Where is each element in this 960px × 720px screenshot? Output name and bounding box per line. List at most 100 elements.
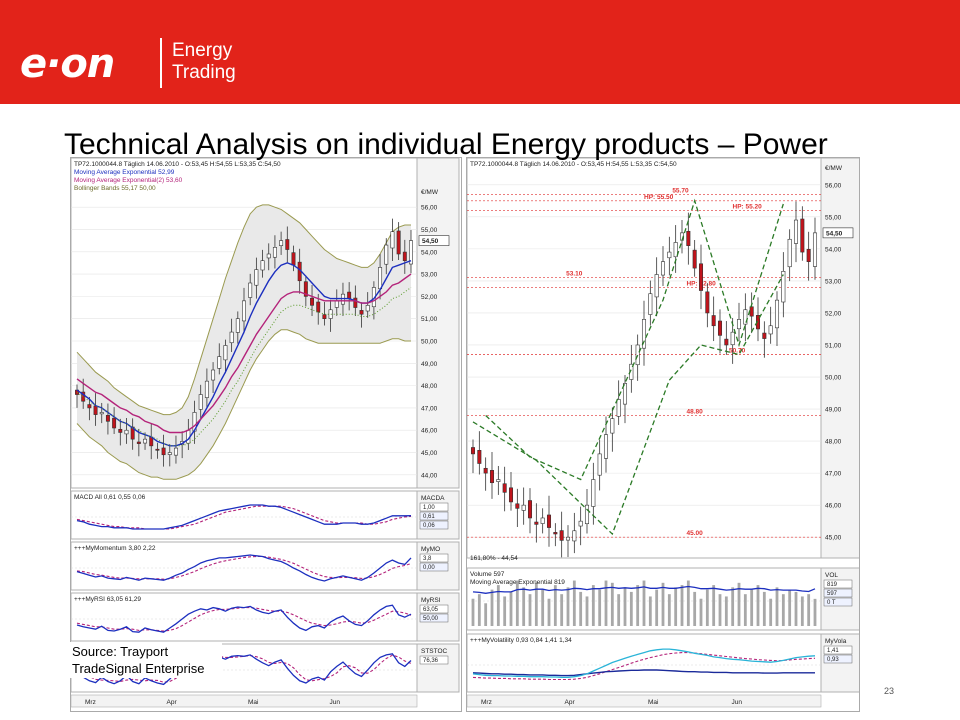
right-sub-1-volume-bar — [769, 598, 773, 626]
right-sub-1-volume-bar — [541, 589, 545, 626]
brand-header: e·on Energy Trading — [0, 0, 960, 104]
right-main-candle-body — [793, 219, 799, 244]
left-main-tick-label: 50,00 — [421, 339, 438, 346]
left-main-candle-body — [223, 345, 228, 361]
right-main-tick-label: 45,00 — [825, 535, 842, 542]
left-main-bollinger-fill — [77, 204, 411, 480]
right-sub-2-value-label: 0,93 — [827, 657, 839, 663]
left-main-candle-body — [279, 240, 284, 246]
left-main-candle-body — [161, 447, 166, 456]
left-main-candle-body — [81, 391, 86, 402]
left-main-candle-body — [353, 297, 358, 308]
source-line-2: TradeSignal Enterprise — [72, 661, 205, 676]
right-main-candle-body — [654, 274, 659, 298]
left-main-candle-body — [93, 405, 98, 415]
right-main-tick-label: 51,00 — [825, 342, 842, 349]
right-main-candle-body — [597, 453, 602, 476]
left-sub-1-value-box — [419, 520, 449, 530]
right-x-label: Apr — [565, 699, 576, 706]
left-main-candle-body — [409, 240, 413, 265]
right-x-label: Jun — [732, 699, 743, 706]
right-sub-1-volume-bar — [591, 585, 595, 626]
right-main-candle-body — [622, 383, 628, 405]
left-main-candle-body — [155, 448, 160, 451]
left-sub-2-main-line — [76, 554, 412, 582]
left-main-candle-body — [291, 252, 296, 266]
right-sub-1-volume-bar — [585, 596, 589, 626]
left-main-candle-body — [173, 447, 178, 456]
left-sub-3-value-box — [419, 604, 449, 614]
right-sub-1-value-label: 597 — [827, 591, 838, 597]
left-main-candle-body — [378, 267, 383, 290]
right-main-tick-label: 53,00 — [825, 278, 842, 285]
eon-logo: e·on — [20, 41, 115, 87]
left-main-candle-body — [384, 244, 389, 265]
right-sub-1-volume-bar — [775, 587, 779, 626]
right-main-candle-body — [711, 315, 716, 327]
right-x-label: Mai — [648, 699, 658, 706]
right-sub-1-volume-bar — [680, 585, 684, 626]
left-main-tick-label: 47,00 — [421, 405, 438, 412]
right-main-candle-body — [781, 271, 786, 303]
logo-divider — [160, 38, 162, 88]
left-sub-3-value-box — [419, 613, 449, 623]
right-main-candle-body — [730, 331, 735, 346]
left-main-candle-body — [396, 230, 401, 255]
left-main-candle-body — [322, 314, 327, 319]
left-main-candle-body — [235, 318, 240, 333]
left-main-candle-body — [248, 282, 253, 298]
left-main-bollinger-upper — [76, 204, 411, 416]
right-sub-1-volume-bar — [693, 591, 697, 626]
right-sub-1-volume-bar — [477, 594, 481, 626]
left-sub-2-value-label: 0,00 — [423, 565, 435, 571]
left-chart-panel: TP72.1000044.8 Täglich 14.06.2010 - O:53… — [70, 157, 462, 712]
left-main-candle-body — [254, 269, 259, 286]
right-main-candle-body — [489, 470, 495, 484]
left-sub-1-value-label: 0,06 — [423, 523, 435, 529]
right-sub-1-volume-bar — [724, 596, 728, 626]
right-sub-1-value-label: 819 — [827, 582, 838, 588]
right-main-candle-body — [483, 467, 488, 474]
right-chart-svg: TP72.1000044.8 Täglich 14.06.2010 - O:53… — [467, 158, 859, 711]
right-main-level-label: HP: 55.50 — [644, 194, 674, 201]
right-sub-2-value-box — [823, 645, 853, 655]
right-main-candle-body — [496, 479, 501, 482]
right-sub-1-value-box — [823, 579, 853, 589]
right-sub-1-volume-bar — [579, 591, 583, 626]
left-x-label: Jun — [330, 699, 341, 706]
left-sub-1-value-box — [419, 502, 449, 512]
right-main-candle-body — [812, 232, 818, 267]
right-main-candle-body — [698, 263, 704, 291]
left-sub-4-main-line — [76, 653, 412, 686]
left-main-tick-label: 52,00 — [421, 294, 438, 301]
right-main-candle-body — [540, 517, 545, 524]
left-sub-3-legend: +++MyRSI 63,05 61,29 — [74, 596, 141, 603]
left-sub-1-tag: MACDA — [421, 495, 445, 502]
right-sub-2-value-label: 1,41 — [827, 648, 839, 654]
left-sub-2-value-box — [419, 553, 449, 563]
left-main-unit-label: €/MW — [421, 189, 439, 196]
left-main-candle-body — [285, 239, 290, 250]
right-main-candle-body — [667, 251, 672, 259]
left-main-candle-body — [211, 369, 216, 381]
left-main-tick-label: 51,00 — [421, 316, 438, 323]
right-sub-1-volume-bar — [509, 591, 513, 626]
right-sub-1-value-box — [823, 597, 853, 607]
left-main-candle-body — [198, 394, 203, 410]
page-number: 23 — [884, 686, 895, 696]
right-main-candle-body — [806, 248, 811, 262]
left-main-tick-label: 44,00 — [421, 472, 438, 479]
right-main-level-label: 50.70 — [729, 348, 746, 355]
left-main-candle-body — [167, 452, 172, 455]
right-sub-1-volume-bar — [756, 585, 760, 626]
right-main-candle-body — [502, 483, 507, 493]
right-main-unit-label: €/MW — [825, 165, 843, 172]
right-main-tick-label: 50,00 — [825, 375, 842, 382]
left-sub-1-frame — [71, 490, 418, 540]
left-main-candle-body — [303, 281, 308, 297]
right-sub-1-volume-bar — [788, 589, 792, 626]
left-sub-4-signal-line — [76, 654, 412, 683]
right-sub-1-volume-bar — [731, 587, 735, 626]
right-sub-1-volume-bar — [610, 582, 614, 626]
left-sub-3-tag: MyRSI — [421, 597, 441, 604]
